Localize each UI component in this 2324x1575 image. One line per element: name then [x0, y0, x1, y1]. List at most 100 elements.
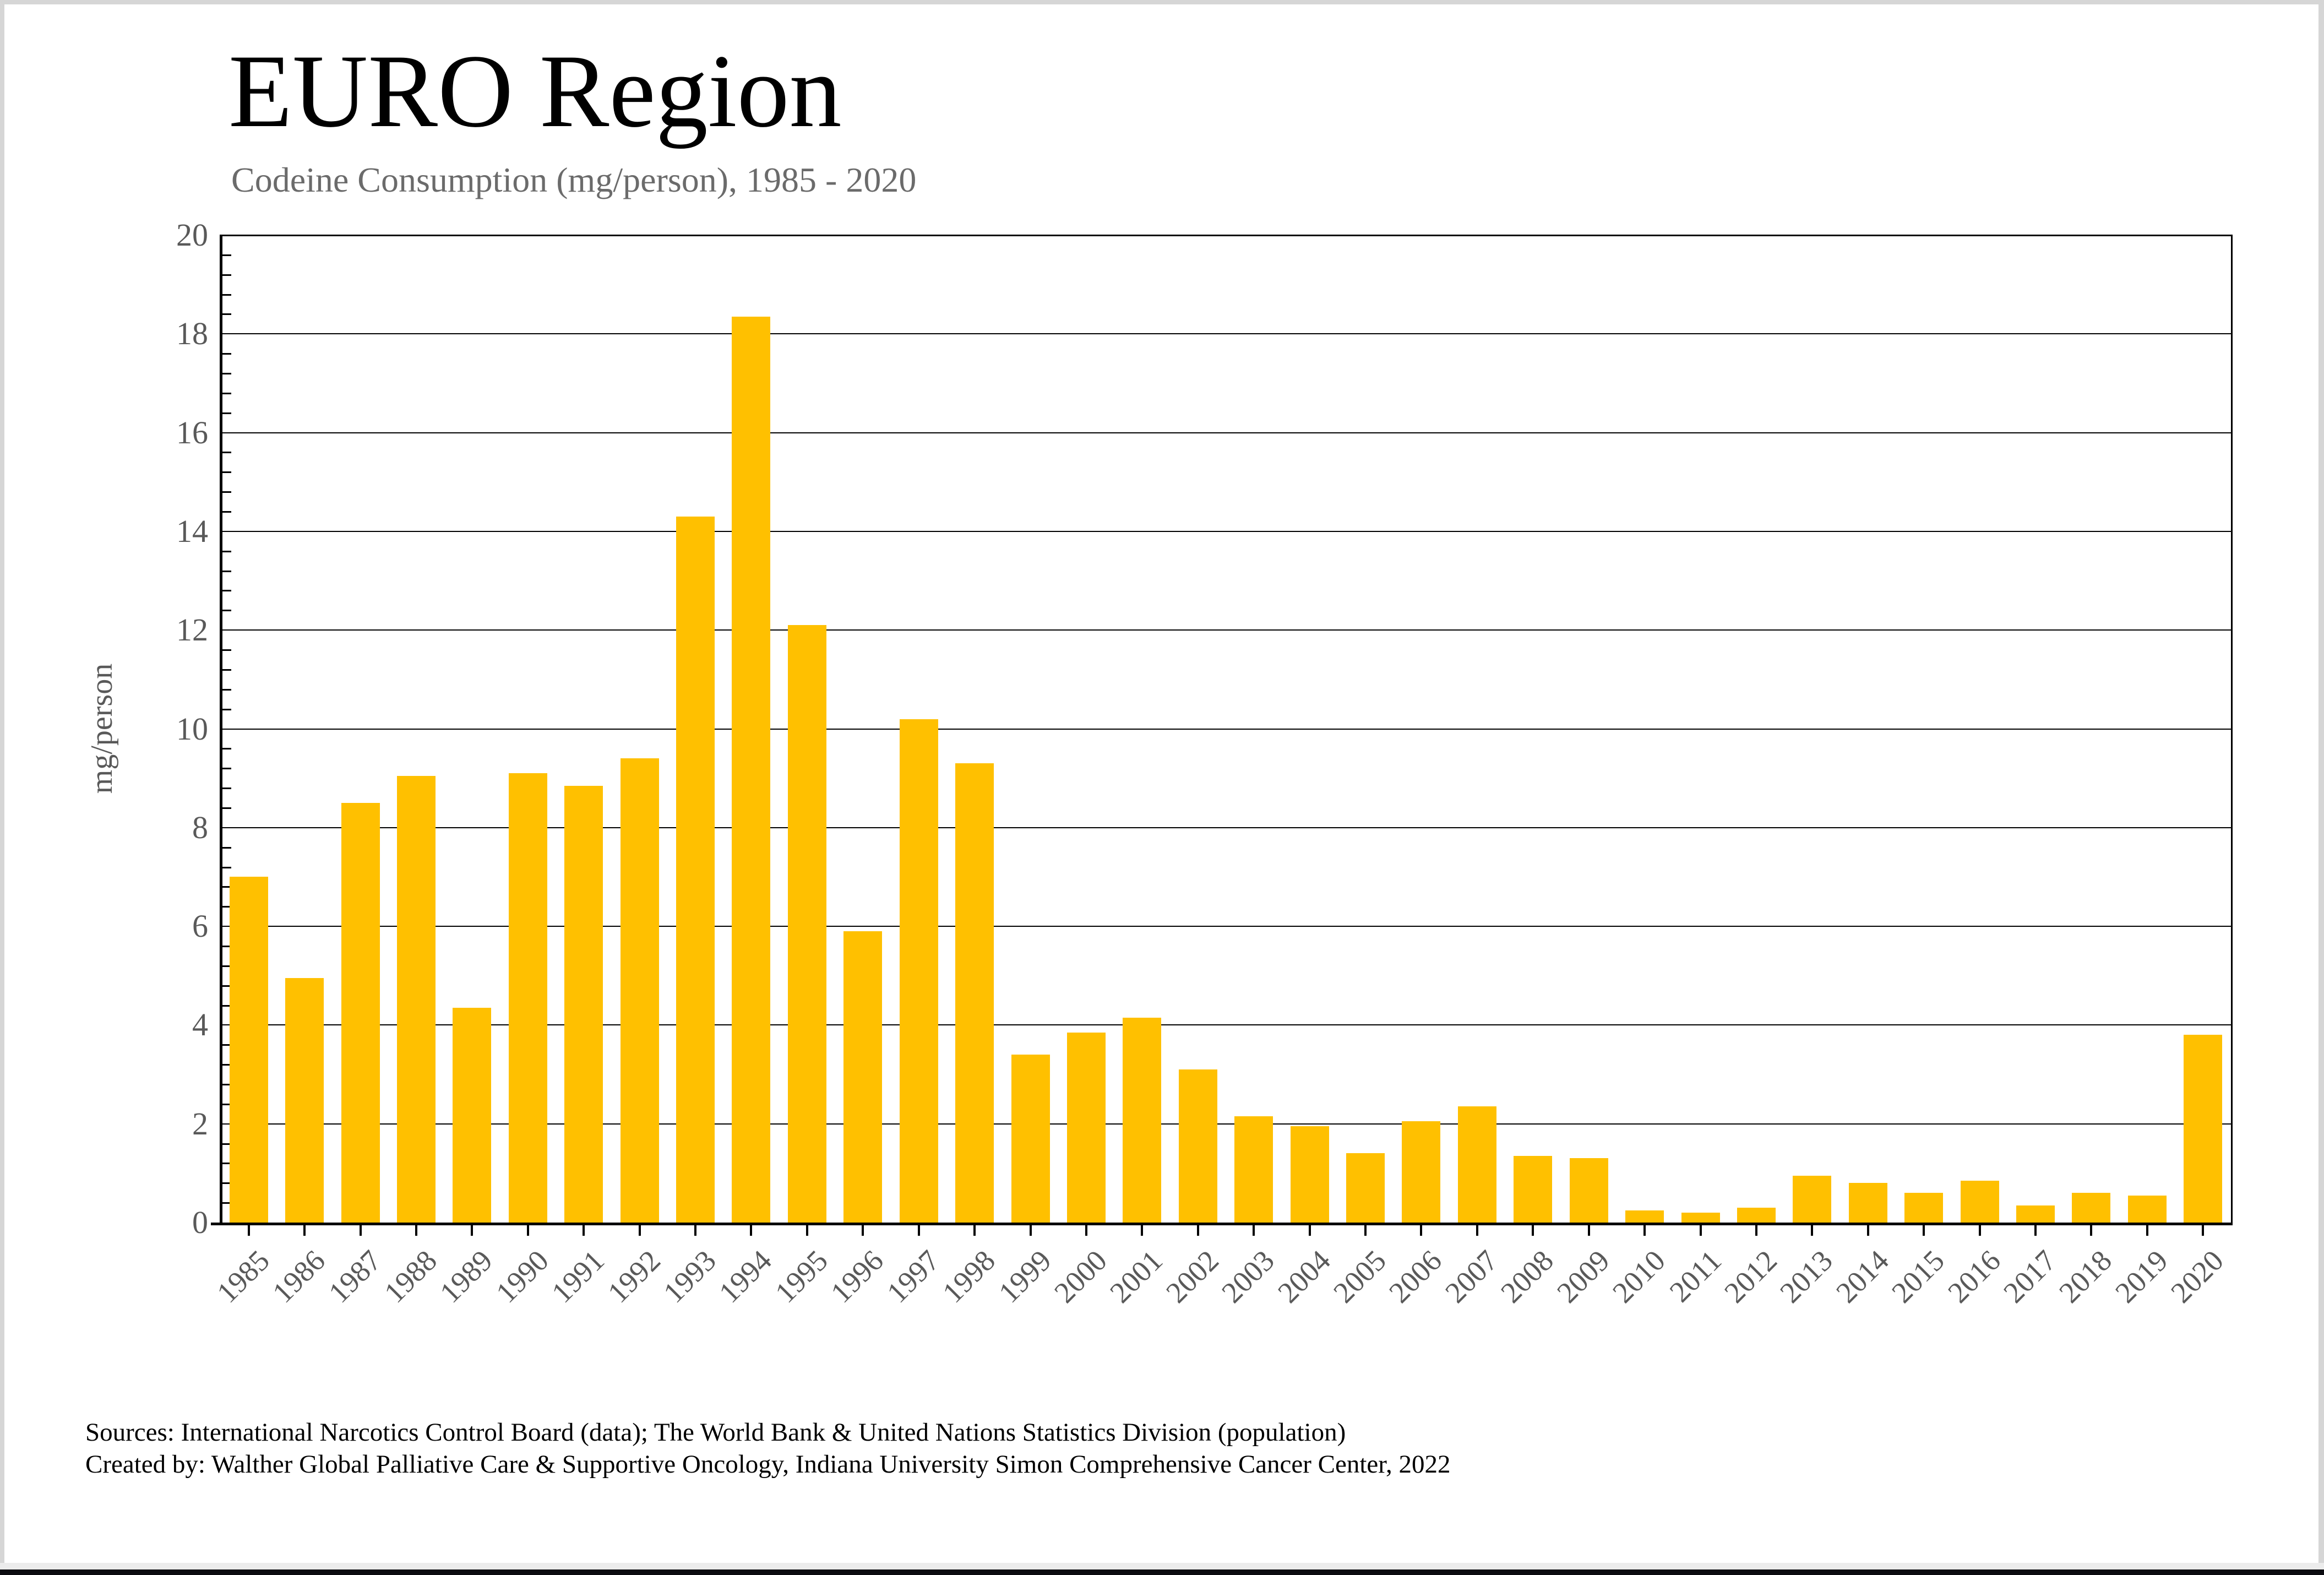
bar-2008: [1514, 1155, 1553, 1223]
gridline-14: [221, 530, 2231, 532]
y-minor-tick: [222, 1083, 231, 1085]
x-tick-label-2011: 2011: [1663, 1243, 1728, 1308]
y-minor-tick: [222, 708, 231, 710]
x-tick-1989: [471, 1223, 473, 1236]
bar-1993: [676, 517, 715, 1223]
taskbar-strip: [0, 1569, 2324, 1575]
plot-right-border: [2231, 235, 2233, 1223]
x-tick-1996: [862, 1223, 864, 1236]
bar-1999: [1011, 1055, 1050, 1223]
x-tick-1999: [1029, 1223, 1032, 1236]
gridline-18: [221, 333, 2231, 335]
y-minor-tick: [222, 1143, 231, 1145]
window-frame-top: [0, 0, 2324, 4]
y-minor-tick: [222, 1182, 231, 1185]
y-tick-label-18: 18: [176, 316, 208, 352]
x-tick-label-2010: 2010: [1606, 1243, 1672, 1310]
x-tick-label-1998: 1998: [936, 1243, 1002, 1310]
x-tick-2004: [1308, 1223, 1311, 1236]
bar-2018: [2072, 1193, 2111, 1223]
y-axis-line: [220, 235, 222, 1225]
x-tick-1994: [750, 1223, 753, 1236]
x-tick-label-2007: 2007: [1439, 1243, 1504, 1310]
created-by-line: Created by: Walther Global Palliative Ca…: [85, 1450, 1451, 1479]
bar-1995: [787, 625, 826, 1223]
x-tick-label-2003: 2003: [1215, 1243, 1281, 1310]
y-minor-tick: [222, 392, 231, 394]
x-tick-label-2018: 2018: [2053, 1243, 2119, 1310]
bar-2005: [1346, 1153, 1385, 1223]
y-minor-tick: [222, 965, 231, 967]
x-tick-label-2002: 2002: [1159, 1243, 1225, 1310]
bar-1987: [341, 802, 380, 1223]
y-tick-label-12: 12: [176, 612, 208, 648]
bar-2012: [1737, 1208, 1776, 1223]
bar-2010: [1625, 1210, 1664, 1223]
x-tick-label-2015: 2015: [1885, 1243, 1951, 1310]
bar-1998: [955, 763, 994, 1223]
bar-2003: [1234, 1116, 1273, 1223]
y-minor-tick: [222, 649, 231, 651]
x-tick-label-1993: 1993: [657, 1243, 723, 1310]
bar-2009: [1569, 1158, 1608, 1223]
x-tick-2000: [1085, 1223, 1087, 1236]
bar-1990: [508, 773, 547, 1223]
x-tick-label-1988: 1988: [378, 1243, 443, 1310]
y-minor-tick: [222, 906, 231, 908]
bar-1991: [564, 785, 603, 1223]
x-tick-1988: [415, 1223, 417, 1236]
gridline-4: [221, 1024, 2231, 1026]
x-tick-2016: [1978, 1223, 1981, 1236]
bar-1988: [396, 775, 436, 1223]
source-note: Sources: International Narcotics Control…: [85, 1416, 1451, 1480]
y-minor-tick: [222, 985, 231, 987]
bar-2014: [1848, 1183, 1887, 1223]
x-tick-label-1989: 1989: [433, 1243, 499, 1310]
x-tick-label-1992: 1992: [601, 1243, 667, 1310]
bar-2017: [2016, 1205, 2055, 1223]
y-minor-tick: [222, 590, 231, 592]
y-minor-tick: [222, 313, 231, 316]
y-minor-tick: [222, 550, 231, 552]
x-tick-2014: [1866, 1223, 1869, 1236]
x-tick-label-2016: 2016: [1941, 1243, 2007, 1310]
bar-2000: [1066, 1032, 1106, 1223]
y-minor-tick: [222, 491, 231, 493]
y-minor-tick: [222, 254, 231, 256]
x-tick-2003: [1253, 1223, 1255, 1236]
y-minor-tick: [222, 866, 231, 868]
x-tick-label-2004: 2004: [1271, 1243, 1337, 1310]
bar-1996: [843, 931, 883, 1223]
y-minor-tick: [222, 274, 231, 276]
bar-2020: [2184, 1035, 2223, 1223]
window-frame-right: [2318, 0, 2324, 1568]
x-tick-label-2017: 2017: [1997, 1243, 2063, 1310]
x-tick-1997: [917, 1223, 920, 1236]
bar-1989: [453, 1008, 492, 1223]
x-tick-1986: [303, 1223, 306, 1236]
x-tick-2007: [1476, 1223, 1478, 1236]
x-tick-2020: [2202, 1223, 2205, 1236]
y-minor-tick: [222, 610, 231, 612]
x-tick-label-1986: 1986: [266, 1243, 332, 1310]
x-tick-label-2013: 2013: [1773, 1243, 1839, 1310]
y-minor-tick: [222, 1004, 231, 1007]
gridline-6: [221, 926, 2231, 927]
y-minor-tick: [222, 294, 231, 296]
bar-1997: [899, 719, 938, 1223]
y-minor-tick: [222, 1064, 231, 1066]
y-tick-label-2: 2: [192, 1105, 208, 1142]
bar-2015: [1904, 1193, 1944, 1223]
bar-2016: [1960, 1180, 1999, 1223]
y-tick-label-14: 14: [176, 513, 208, 549]
x-tick-label-2005: 2005: [1327, 1243, 1393, 1310]
x-tick-1991: [583, 1223, 585, 1236]
x-tick-label-2020: 2020: [2164, 1243, 2230, 1310]
y-minor-tick: [222, 669, 231, 671]
x-tick-1993: [694, 1223, 697, 1236]
y-minor-tick: [222, 748, 231, 750]
x-tick-label-1985: 1985: [210, 1243, 276, 1310]
x-tick-label-2009: 2009: [1550, 1243, 1616, 1310]
